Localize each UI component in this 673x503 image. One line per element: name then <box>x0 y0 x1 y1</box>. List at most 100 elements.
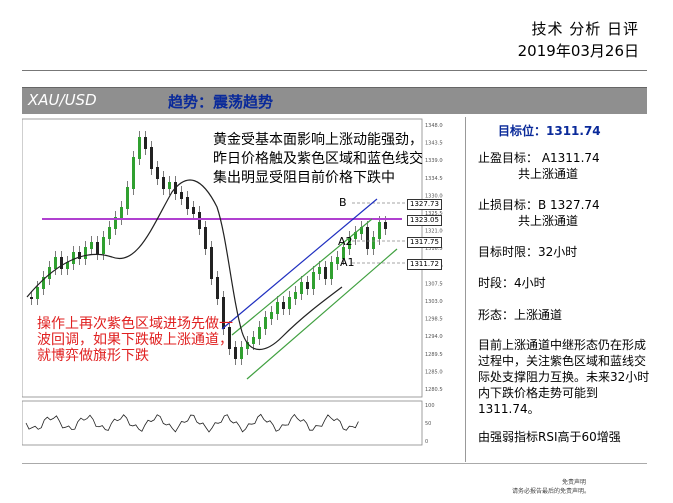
candle-body <box>36 287 39 299</box>
analysis-description: 目前上涨通道中继形态仍在形成过程中，关注紫色区域和蓝线交际处支撑阻力互换。未来3… <box>478 338 650 416</box>
candle-body <box>60 257 63 269</box>
report-date: 2019年03月26日 <box>517 42 639 60</box>
candle-body <box>96 242 99 254</box>
candle-body <box>258 327 261 339</box>
rsi-line <box>25 413 359 433</box>
moving-average-curve <box>26 179 343 350</box>
symbol-label: XAU/USD <box>28 91 97 109</box>
candle-body <box>348 237 351 249</box>
candle-body <box>216 277 219 299</box>
main-annotation: 黄金受基本面影响上涨动能强劲，昨日价格触及紫色区域和蓝色线交集出明显受阻目前价格… <box>213 132 423 186</box>
candle-body <box>108 227 111 239</box>
candle-body <box>102 237 105 254</box>
candle-body <box>78 252 81 259</box>
green-channel-upper <box>231 218 373 336</box>
symbol-bar: XAU/USD 趋势：震荡趋势 <box>22 87 647 114</box>
candle-body <box>276 302 279 314</box>
candle-body <box>150 147 153 169</box>
candle-body <box>120 207 123 219</box>
rsi-tick-label: 0 <box>425 439 428 445</box>
candle-body <box>156 167 159 179</box>
candle-body <box>312 272 315 289</box>
candle-body <box>168 182 171 189</box>
take-profit: 止盈目标： A1311.74 <box>478 151 600 165</box>
candle-body <box>270 312 273 319</box>
candle-body <box>144 137 147 149</box>
candle-body <box>336 257 339 264</box>
candle-body <box>54 257 57 269</box>
candle-body <box>228 327 231 349</box>
disclaimer-title: 免责声明 <box>562 479 587 486</box>
red-annotation: 操作上再次紫色区域进场先做一波回调，如果下跌破上涨通道，就博弈做旗形下跌 <box>37 316 233 364</box>
price-tick-label: 1307.50 <box>425 281 443 287</box>
rsi-axis: 100 50 0 <box>425 403 435 445</box>
candle-body <box>126 187 129 209</box>
candle-body <box>378 222 381 239</box>
price-tick-label: 1303.00 <box>425 299 443 305</box>
stop-loss: 止损目标：B 1327.74 <box>478 198 600 212</box>
price-tick-label: 1343.50 <box>425 141 443 147</box>
green-channel-lower <box>246 248 398 380</box>
level-b-label: B <box>339 196 347 209</box>
level-a2-label: A2 <box>338 235 353 248</box>
candle-body <box>66 262 69 269</box>
candle-body <box>192 207 195 214</box>
candle-body <box>354 232 357 239</box>
trend-label: 趋势：震荡趋势 <box>168 93 274 111</box>
price-tick-label: 1334.50 <box>425 176 443 182</box>
period: 时段：4小时 <box>478 276 546 290</box>
candle-body <box>294 292 297 299</box>
candle-body <box>264 317 267 329</box>
candle-body <box>162 177 165 189</box>
disclaimer-note: 请务必报告最后的免责声明。 <box>512 488 591 495</box>
rsi-note: 由强弱指标RSI高于60增强 <box>478 430 621 444</box>
price-tick-label: 1316.50 <box>425 246 443 252</box>
candle-body <box>252 337 255 344</box>
price-tick-label: 1298.50 <box>425 317 443 323</box>
price-tag-b: 1327.73 <box>407 199 442 210</box>
price-tick-label: 1321.00 <box>425 229 443 235</box>
candle-body <box>330 262 333 279</box>
candle-body <box>132 157 135 189</box>
candle-body <box>204 227 207 249</box>
candle-body <box>366 227 369 249</box>
candle-body <box>84 247 87 259</box>
candles <box>30 131 387 365</box>
price-chart: 1348.00 1343.50 1339.00 1334.50 1330.00 1325.… <box>22 117 443 447</box>
candle-body <box>324 267 327 279</box>
rsi-panel <box>22 400 423 446</box>
candle-body <box>300 282 303 294</box>
rsi-path <box>25 413 359 433</box>
blue-channel-line <box>221 198 378 330</box>
price-tick-label: 1289.50 <box>425 352 443 358</box>
bottom-divider <box>22 463 647 464</box>
price-panel <box>22 118 423 398</box>
top-divider <box>22 70 647 71</box>
vertical-divider <box>465 117 466 462</box>
candle-body <box>72 252 75 264</box>
candle-body <box>360 227 363 234</box>
price-axis: 1348.00 1343.50 1339.00 1334.50 1330.00 1325.… <box>425 123 443 393</box>
stop-loss-note: 共上涨通道 <box>518 214 579 228</box>
rsi-tick-label: 100 <box>425 403 435 409</box>
price-tick-label: 1285.00 <box>425 369 443 375</box>
candle-body <box>222 297 225 329</box>
candle-body <box>180 192 183 199</box>
report-title: 技术 分析 日评 <box>531 20 639 38</box>
candle-body <box>234 347 237 359</box>
target-level: 目标位：1311.74 <box>498 124 601 138</box>
candle-body <box>372 237 375 249</box>
price-tag-purple: 1323.05 <box>407 215 442 226</box>
candle-body <box>318 267 321 274</box>
price-tick-label: 1330.00 <box>425 193 443 199</box>
candle-body <box>90 242 93 249</box>
candle-body <box>186 197 189 209</box>
price-tick-label: 1348.00 <box>425 123 443 129</box>
price-tag-a1: 1311.72 <box>407 259 442 270</box>
candle-body <box>246 342 249 349</box>
candle-body <box>114 217 117 229</box>
candle-body <box>288 297 291 309</box>
candle-body <box>138 137 141 159</box>
candle-body <box>384 222 387 229</box>
price-tick-label: 1339.00 <box>425 158 443 164</box>
